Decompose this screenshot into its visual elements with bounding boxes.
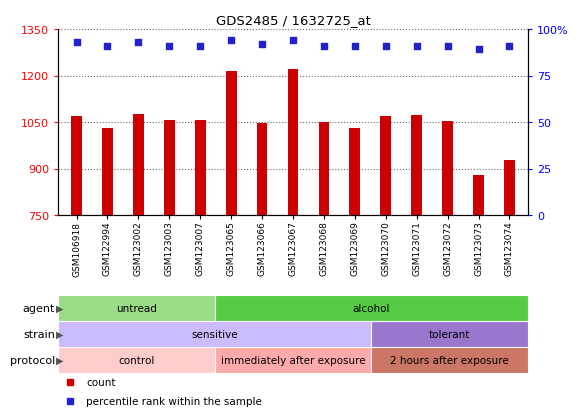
Point	[412, 43, 421, 50]
Bar	[504, 160, 515, 216]
Text: sensitive: sensitive	[191, 329, 238, 339]
Text: ▶: ▶	[56, 355, 64, 365]
Point	[103, 43, 112, 50]
Point	[258, 41, 267, 48]
Bar	[133, 115, 144, 216]
Text: immediately after exposure: immediately after exposure	[220, 355, 365, 365]
Point	[381, 43, 390, 50]
Text: control: control	[118, 355, 154, 365]
Point	[474, 47, 483, 54]
Point	[319, 43, 328, 50]
Point	[443, 43, 452, 50]
Text: tolerant: tolerant	[429, 329, 470, 339]
Bar	[371, 347, 528, 373]
Bar	[102, 129, 113, 216]
Point	[195, 43, 205, 50]
Bar	[257, 123, 267, 216]
Bar	[371, 321, 528, 347]
Point	[72, 40, 81, 46]
Bar	[164, 121, 175, 216]
Text: protocol: protocol	[10, 355, 55, 365]
Bar	[71, 117, 82, 216]
Bar	[195, 121, 206, 216]
Bar	[215, 347, 371, 373]
Text: strain: strain	[23, 329, 55, 339]
Bar	[226, 72, 237, 216]
Text: agent: agent	[23, 303, 55, 313]
Bar	[288, 69, 299, 216]
Bar	[318, 123, 329, 216]
Bar	[215, 295, 528, 321]
Point	[227, 38, 236, 44]
Point	[350, 43, 360, 50]
Text: untread: untread	[116, 303, 157, 313]
Point	[165, 43, 174, 50]
Text: count: count	[86, 377, 115, 387]
Point	[134, 40, 143, 46]
Title: GDS2485 / 1632725_at: GDS2485 / 1632725_at	[216, 14, 371, 27]
Text: 2 hours after exposure: 2 hours after exposure	[390, 355, 509, 365]
Text: alcohol: alcohol	[353, 303, 390, 313]
Point	[505, 43, 514, 50]
Bar	[58, 321, 371, 347]
Bar	[473, 176, 484, 216]
Bar	[58, 347, 215, 373]
Bar	[349, 129, 360, 216]
Bar	[380, 116, 391, 216]
Bar	[411, 116, 422, 216]
Text: ▶: ▶	[56, 329, 64, 339]
Point	[288, 38, 298, 44]
Text: ▶: ▶	[56, 303, 64, 313]
Bar	[58, 295, 215, 321]
Bar	[442, 121, 453, 216]
Text: percentile rank within the sample: percentile rank within the sample	[86, 396, 262, 406]
